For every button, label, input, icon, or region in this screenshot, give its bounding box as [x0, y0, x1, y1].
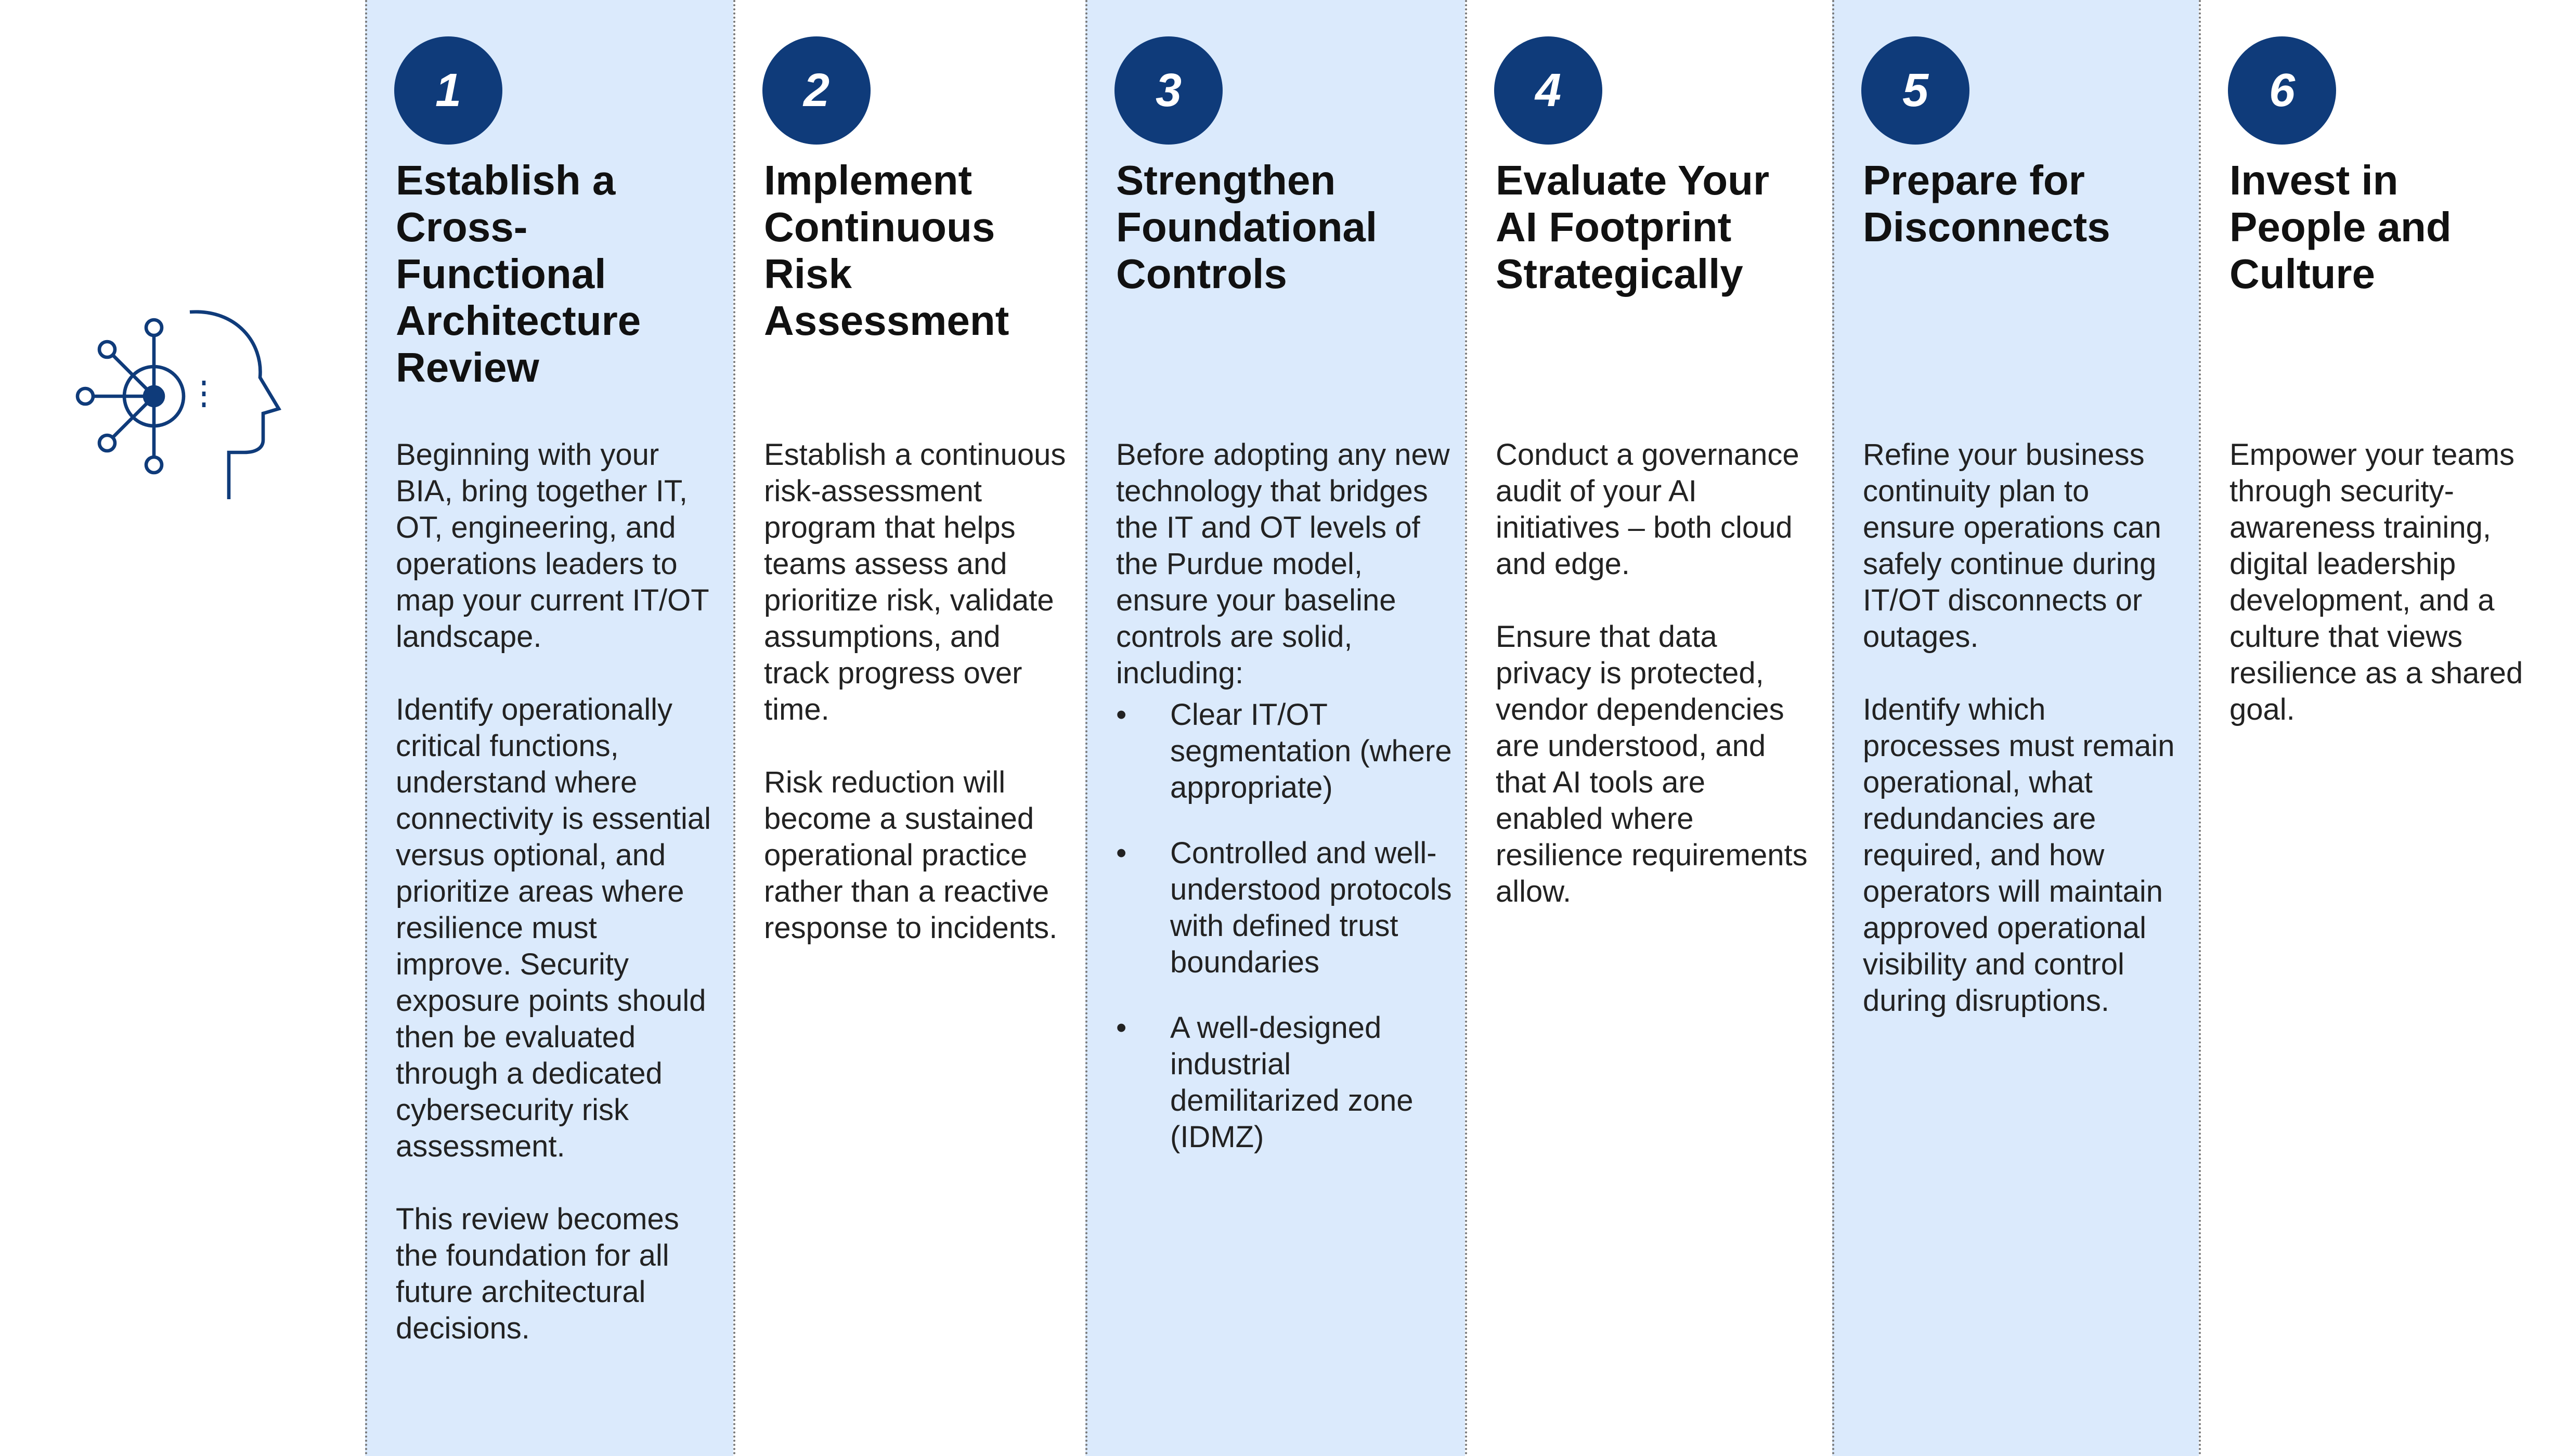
step-title: Establish a Cross-Functional Architectur… — [396, 157, 641, 391]
step-body: Before adopting any new technology that … — [1116, 437, 1452, 1185]
paragraph: Establish a continuous risk-assessment p… — [764, 438, 1066, 726]
bullet: Clear IT/OT segmentation (where appropri… — [1116, 697, 1452, 806]
step-title: Strengthen Foundational Controls — [1116, 157, 1378, 297]
step-title: Invest in People and Culture — [2229, 157, 2452, 297]
paragraph: Empower your teams through security-awar… — [2229, 438, 2523, 726]
step-body: Empower your teams through security-awar… — [2229, 437, 2541, 764]
step-body: Refine your business continuity plan to … — [1863, 437, 2186, 1056]
paragraph: This review becomes the foundation for a… — [396, 1202, 679, 1345]
step-body: Conduct a governance audit of your AI in… — [1496, 437, 1819, 946]
step-column: 5 Prepare for Disconnects Refine your busi… — [1832, 0, 2199, 1456]
step-number: 1 — [394, 36, 502, 145]
step-body: Beginning with your BIA, bring together … — [396, 437, 720, 1383]
paragraph: Refine your business continuity plan to … — [1863, 438, 2161, 654]
step-body: Establish a continuous risk-assessment p… — [764, 437, 1072, 983]
step-column: 3 Strengthen Foundational Controls Before … — [1085, 0, 1465, 1456]
step-number: 4 — [1494, 36, 1602, 145]
step-column: 4 Evaluate Your AI Footprint Strategicall… — [1465, 0, 1832, 1456]
paragraph: Risk reduction will become a sustained o… — [764, 765, 1058, 945]
step-title: Implement Continuous Risk Assessment — [764, 157, 1009, 344]
step-number: 5 — [1861, 36, 1969, 145]
bullet: A well-designed industrial demilitarized… — [1116, 1010, 1452, 1155]
bullet: Controlled and well-understood protocols… — [1116, 835, 1452, 981]
step-number: 6 — [2228, 36, 2336, 145]
step-number: 3 — [1114, 36, 1223, 145]
step-title: Evaluate Your AI Footprint Strategically — [1496, 157, 1770, 297]
bullet-list: Clear IT/OT segmentation (where appropri… — [1116, 697, 1452, 1155]
step-title: Prepare for Disconnects — [1863, 157, 2110, 250]
paragraph: Identify operationally critical function… — [396, 693, 711, 1163]
paragraph: Identify which processes must remain ope… — [1863, 693, 2175, 1018]
step-column: 2 Implement Continuous Risk Assessment Est… — [733, 0, 1085, 1456]
paragraph: Conduct a governance audit of your AI in… — [1496, 438, 1799, 581]
step-number: 2 — [762, 36, 871, 145]
paragraph: Beginning with your BIA, bring together … — [396, 438, 709, 654]
ai-head-icon — [75, 310, 282, 499]
paragraph: Ensure that data privacy is protected, v… — [1496, 620, 1808, 908]
paragraph: Before adopting any new technology that … — [1116, 438, 1450, 690]
step-column: 6 Invest in People and Culture Empower you… — [2199, 0, 2554, 1456]
step-column: 1 Establish a Cross-Functional Architectu… — [365, 0, 733, 1456]
